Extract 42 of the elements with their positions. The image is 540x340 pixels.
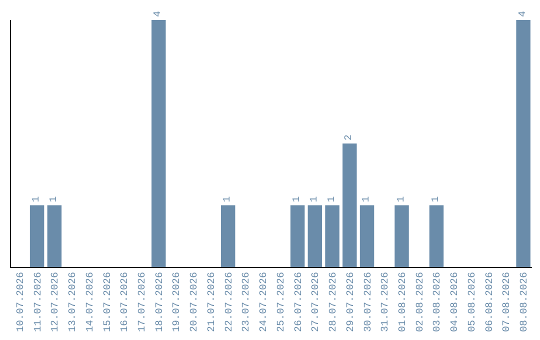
x-tick-label: 24.07.2026: [259, 272, 270, 332]
data-label: 1: [430, 196, 442, 202]
x-tick-label: 21.07.2026: [206, 272, 218, 332]
x-tick-label: 05.08.2026: [467, 272, 478, 332]
x-tick-label: 03.08.2026: [432, 272, 444, 332]
x-tick-label: 30.07.2026: [363, 272, 374, 332]
x-tick-label: 20.07.2026: [190, 272, 201, 332]
x-tick-label: 25.07.2026: [276, 272, 288, 332]
data-label: 1: [222, 196, 234, 202]
x-tick-label: 27.07.2026: [311, 272, 322, 332]
x-tick-label: 28.07.2026: [328, 272, 340, 332]
x-tick-label: 13.07.2026: [68, 272, 80, 332]
x-tick-label: 15.07.2026: [102, 272, 114, 332]
x-tick-label: 07.08.2026: [502, 272, 514, 332]
x-tick-label: 18.07.2026: [154, 272, 166, 332]
x-tick-label: 01.08.2026: [398, 272, 409, 332]
x-tick-label: 16.07.2026: [120, 272, 132, 332]
x-tick-label: 19.07.2026: [172, 272, 184, 332]
x-tick-label: 31.07.2026: [380, 272, 392, 332]
data-label: 1: [326, 196, 338, 202]
x-tick-label: 04.08.2026: [450, 272, 462, 332]
data-label: 1: [362, 196, 373, 202]
x-tick-label: 02.08.2026: [415, 272, 426, 332]
data-label: 4: [518, 10, 529, 17]
data-label: 2: [344, 134, 356, 140]
x-tick-label: 22.07.2026: [224, 272, 236, 332]
x-tick-label: 08.08.2026: [520, 272, 531, 332]
x-tick-label: 29.07.2026: [346, 272, 357, 332]
x-tick-label: 11.07.2026: [33, 272, 44, 332]
data-label: 1: [32, 196, 43, 202]
data-label: 1: [292, 196, 304, 202]
data-label: 4: [153, 10, 164, 17]
x-tick-label: 12.07.2026: [50, 272, 62, 332]
data-label: 1: [48, 196, 60, 202]
x-tick-label: 10.07.2026: [16, 272, 27, 332]
data-label: 1: [309, 196, 320, 202]
data-label: 1: [396, 196, 408, 202]
x-tick-label: 26.07.2026: [294, 272, 305, 332]
x-tick-label: 23.07.2026: [242, 272, 253, 332]
x-tick-label: 17.07.2026: [138, 272, 148, 332]
x-tick-label: 14.07.2026: [85, 272, 96, 332]
x-tick-label: 06.08.2026: [484, 272, 496, 332]
